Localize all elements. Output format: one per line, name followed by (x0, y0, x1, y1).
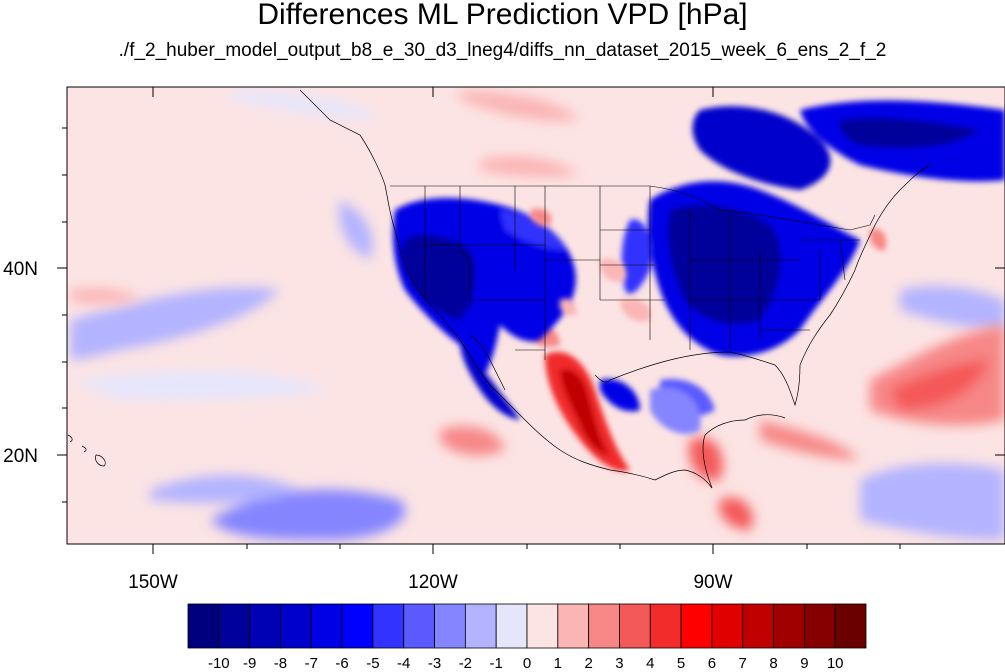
colorbar-label: -2 (459, 655, 472, 672)
colorbar-swatch (187, 603, 220, 649)
lat-tick-label: 40N (3, 259, 38, 280)
colorbar-swatch (557, 603, 590, 649)
ocean-anomaly-bands (70, 90, 1005, 540)
colorbar-swatch (680, 603, 713, 649)
colorbar-swatch (588, 603, 620, 649)
colorbar-label: 10 (827, 655, 844, 672)
positive-anomaly-regions (70, 90, 1005, 530)
colorbar-label: 7 (739, 655, 747, 672)
colorbar-label: 2 (584, 655, 592, 672)
lat-tick-label: 20N (3, 446, 38, 467)
colorbar-label: 3 (615, 655, 623, 672)
colorbar-label: -10 (208, 655, 230, 672)
hawaii-islands (67, 434, 106, 467)
eastern-us-negative-anomaly (621, 100, 1005, 434)
colorbar-label: 5 (677, 655, 685, 672)
colorbar-swatch (742, 603, 774, 649)
colorbar-label: 4 (646, 655, 654, 672)
colorbar-label: -3 (428, 655, 441, 672)
colorbar-label: -5 (366, 655, 379, 672)
colorbar-label: 1 (554, 655, 562, 672)
map-plot-area (67, 87, 1005, 544)
colorbar-label: -6 (335, 655, 348, 672)
colorbar-label: 6 (708, 655, 716, 672)
axis-ticks (57, 87, 1005, 554)
colorbar-label: -1 (490, 655, 503, 672)
colorbar-swatch (619, 603, 651, 649)
colorbar-swatch (218, 603, 251, 649)
colorbar-swatch (834, 603, 867, 649)
colorbar-label: 9 (800, 655, 808, 672)
map-subtitle: ./f_2_huber_model_output_b8_e_30_d3_lneg… (118, 40, 887, 61)
lon-tick-label: 120W (408, 572, 458, 593)
colorbar-label: 8 (769, 655, 777, 672)
colorbar-swatch (711, 603, 744, 649)
lon-tick-label: 150W (128, 572, 178, 593)
colorbar-label: -4 (397, 655, 410, 672)
colorbar-swatch (280, 603, 312, 649)
state-boundaries (390, 185, 876, 360)
colorbar-swatch (464, 603, 497, 649)
colorbar-label: -9 (243, 655, 256, 672)
colorbar-label: 0 (523, 655, 531, 672)
colorbar-swatch (310, 603, 343, 649)
colorbar-swatch (649, 603, 682, 649)
colorbar-swatch (773, 603, 805, 649)
colorbar-label: -8 (274, 655, 287, 672)
colorbar-swatch (495, 603, 528, 649)
colorbar-swatch (403, 603, 435, 649)
colorbar: -10 -9 -8 -7 -6 -5 -4 -3 -2 -1 0 1 2 3 4 5 6 7 8 9 10 (187, 603, 867, 672)
colorbar-swatch (341, 603, 374, 649)
colorbar-swatch (434, 603, 466, 649)
colorbar-swatch (372, 603, 405, 649)
colorbar-label: -7 (305, 655, 318, 672)
lon-tick-label: 90W (693, 572, 732, 593)
colorbar-swatch (526, 603, 559, 649)
coastlines (299, 89, 931, 489)
map-title: Differences ML Prediction VPD [hPa] (257, 0, 748, 31)
minor-anomaly-patches (530, 208, 887, 322)
colorbar-swatch (803, 603, 836, 649)
colorbar-swatch (249, 603, 281, 649)
